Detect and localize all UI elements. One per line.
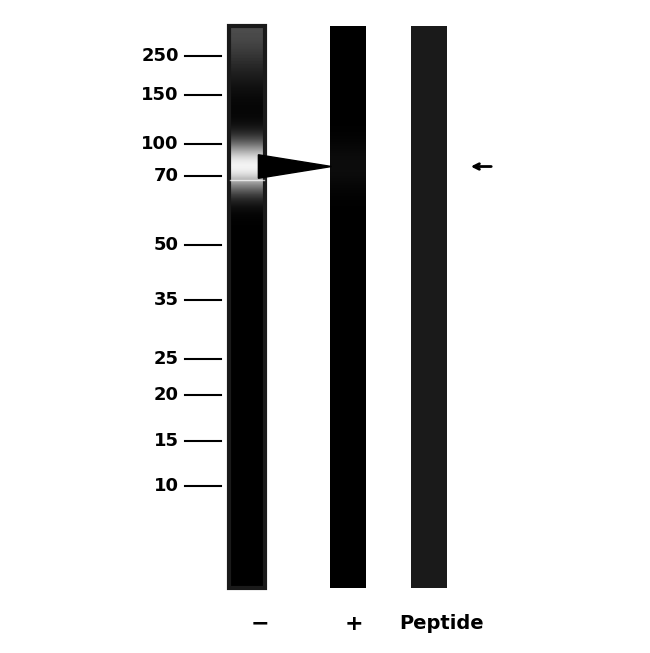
Bar — [229, 26, 265, 588]
Text: 50: 50 — [154, 236, 179, 254]
Text: Peptide: Peptide — [400, 614, 484, 633]
Text: 250: 250 — [141, 46, 179, 65]
Polygon shape — [259, 155, 332, 178]
Bar — [229, 26, 265, 588]
Text: 150: 150 — [141, 86, 179, 104]
Text: +: + — [345, 614, 363, 633]
Text: 25: 25 — [154, 350, 179, 368]
Bar — [330, 26, 366, 588]
Text: 70: 70 — [154, 167, 179, 185]
Text: 100: 100 — [141, 135, 179, 153]
Text: 20: 20 — [154, 386, 179, 404]
Text: −: − — [251, 614, 269, 633]
Bar — [411, 26, 447, 588]
Text: 35: 35 — [154, 291, 179, 310]
Text: 10: 10 — [154, 477, 179, 496]
Text: 15: 15 — [154, 432, 179, 450]
